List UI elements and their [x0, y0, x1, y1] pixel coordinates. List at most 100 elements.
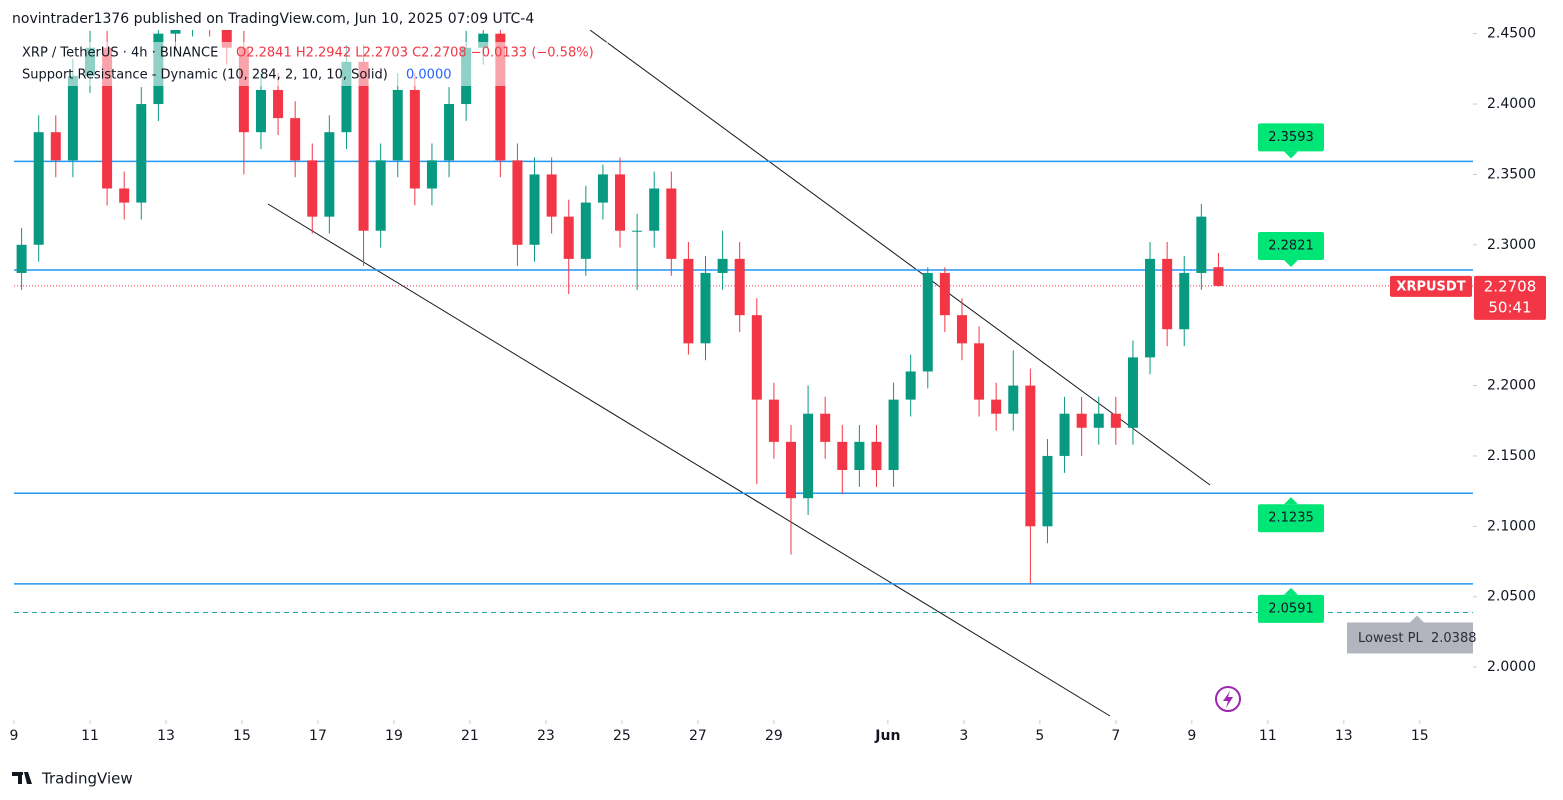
- y-tick-label: 2.1000: [1487, 518, 1536, 534]
- candle-body: [409, 89, 420, 189]
- candle-body: [888, 399, 899, 471]
- candle-body: [1059, 413, 1070, 456]
- candle-body: [905, 371, 916, 400]
- candle-body: [1179, 272, 1190, 330]
- candle-body: [495, 33, 506, 161]
- candle-body: [854, 441, 865, 471]
- x-tick-label: 11: [1259, 728, 1277, 744]
- x-tick-label: 15: [1411, 728, 1429, 744]
- y-tick-label: 2.4500: [1487, 26, 1536, 42]
- last-price-box: [1474, 275, 1546, 320]
- candle-body: [991, 399, 1002, 414]
- lowest-pl-box: [1347, 622, 1473, 654]
- x-tick-label: 15: [233, 728, 251, 744]
- candle-body: [324, 132, 335, 217]
- alert-icon[interactable]: [1215, 686, 1241, 712]
- candle-body: [1042, 455, 1053, 527]
- level-label-box: [1258, 231, 1324, 260]
- publisher-header: novintrader1376 published on TradingView…: [12, 11, 534, 27]
- candle-body: [734, 258, 745, 316]
- x-tick-label: 7: [1111, 728, 1120, 744]
- x-tick-label: 11: [81, 728, 99, 744]
- x-tick-label: 13: [157, 728, 175, 744]
- candle-body: [563, 216, 574, 259]
- candle-body: [512, 160, 523, 245]
- candle-body: [717, 258, 728, 273]
- candle-body: [956, 315, 967, 344]
- candle-body: [666, 188, 677, 259]
- candle-body: [1025, 385, 1036, 527]
- candle-body: [1008, 385, 1019, 414]
- candle-body: [871, 441, 882, 471]
- trend-line: [589, 30, 1211, 486]
- candle-body: [768, 399, 779, 442]
- candle-body: [255, 89, 266, 133]
- y-tick-label: 2.0000: [1487, 659, 1536, 675]
- candle-body: [1213, 267, 1224, 286]
- candle-body: [580, 202, 591, 259]
- candle-body: [939, 272, 950, 316]
- y-tick-label: 2.4000: [1487, 96, 1536, 112]
- x-tick-label: 29: [765, 728, 783, 744]
- candle-body: [16, 244, 27, 273]
- symbol-label: XRPUSDT: [1396, 279, 1465, 294]
- level-label: 2.2821: [1268, 238, 1314, 253]
- candle-body: [1076, 413, 1087, 428]
- level-label: 2.0591: [1268, 601, 1314, 616]
- x-tick-label: 13: [1335, 728, 1353, 744]
- candle-body: [33, 132, 44, 245]
- x-tick-label: 25: [613, 728, 631, 744]
- symbol-title: XRP / TetherUS · 4h · BINANCE: [22, 46, 218, 61]
- y-tick-label: 2.0500: [1487, 589, 1536, 605]
- candle-body: [751, 315, 762, 400]
- x-tick-label: 9: [10, 728, 19, 744]
- candle-body: [820, 413, 831, 442]
- ohlc-text: O2.2841 H2.2942 L2.2703 C2.2708 −0.0133 …: [236, 46, 594, 61]
- candle-body: [803, 413, 814, 499]
- candle-body: [102, 47, 113, 189]
- candle-body: [375, 160, 386, 231]
- candle-body: [119, 188, 130, 203]
- countdown-label: 50:41: [1488, 298, 1531, 316]
- legend-backdrop: [18, 42, 608, 86]
- candle-body: [50, 132, 61, 161]
- lowest-pl-label: Lowest PL: [1358, 631, 1423, 646]
- x-tick-label: 17: [309, 728, 327, 744]
- candle-body: [341, 61, 352, 133]
- level-label-box: [1258, 504, 1324, 533]
- candle-body: [238, 47, 249, 133]
- symbol-box: [1390, 275, 1472, 297]
- candle-body: [649, 188, 660, 231]
- candle-body: [615, 174, 626, 231]
- candle-body: [922, 272, 933, 372]
- x-tick-label: 27: [689, 728, 707, 744]
- lowest-pl-value: 2.0388: [1431, 631, 1477, 646]
- candle-body: [221, 30, 232, 48]
- level-label-pointer: [1284, 151, 1298, 159]
- x-tick-label: 3: [959, 728, 968, 744]
- candle-body: [529, 174, 540, 245]
- candle-body: [837, 441, 848, 471]
- level-label: 2.1235: [1268, 511, 1314, 526]
- candle-body: [358, 61, 369, 231]
- candle-body: [478, 33, 489, 48]
- candle-body: [1127, 357, 1138, 428]
- last-price-label: 2.2708: [1484, 277, 1537, 295]
- x-tick-label: Jun: [874, 728, 900, 744]
- trend-line: [267, 203, 1111, 717]
- y-tick-label: 2.2000: [1487, 378, 1536, 394]
- x-tick-label: 23: [537, 728, 555, 744]
- candle-body: [1196, 216, 1207, 273]
- drawings: [14, 30, 1473, 717]
- level-label-box: [1258, 123, 1324, 152]
- x-tick-label: 21: [461, 728, 479, 744]
- level-label-pointer: [1284, 587, 1298, 595]
- candle-body: [1162, 258, 1173, 330]
- tradingview-logo: [12, 772, 32, 784]
- candle-body: [273, 89, 284, 119]
- x-tick-label: 19: [385, 728, 403, 744]
- x-tick-label: 5: [1035, 728, 1044, 744]
- candle-body: [974, 343, 985, 400]
- candle-body: [1093, 413, 1104, 428]
